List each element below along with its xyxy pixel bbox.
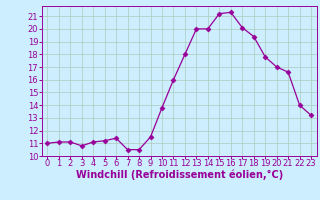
X-axis label: Windchill (Refroidissement éolien,°C): Windchill (Refroidissement éolien,°C) — [76, 170, 283, 180]
